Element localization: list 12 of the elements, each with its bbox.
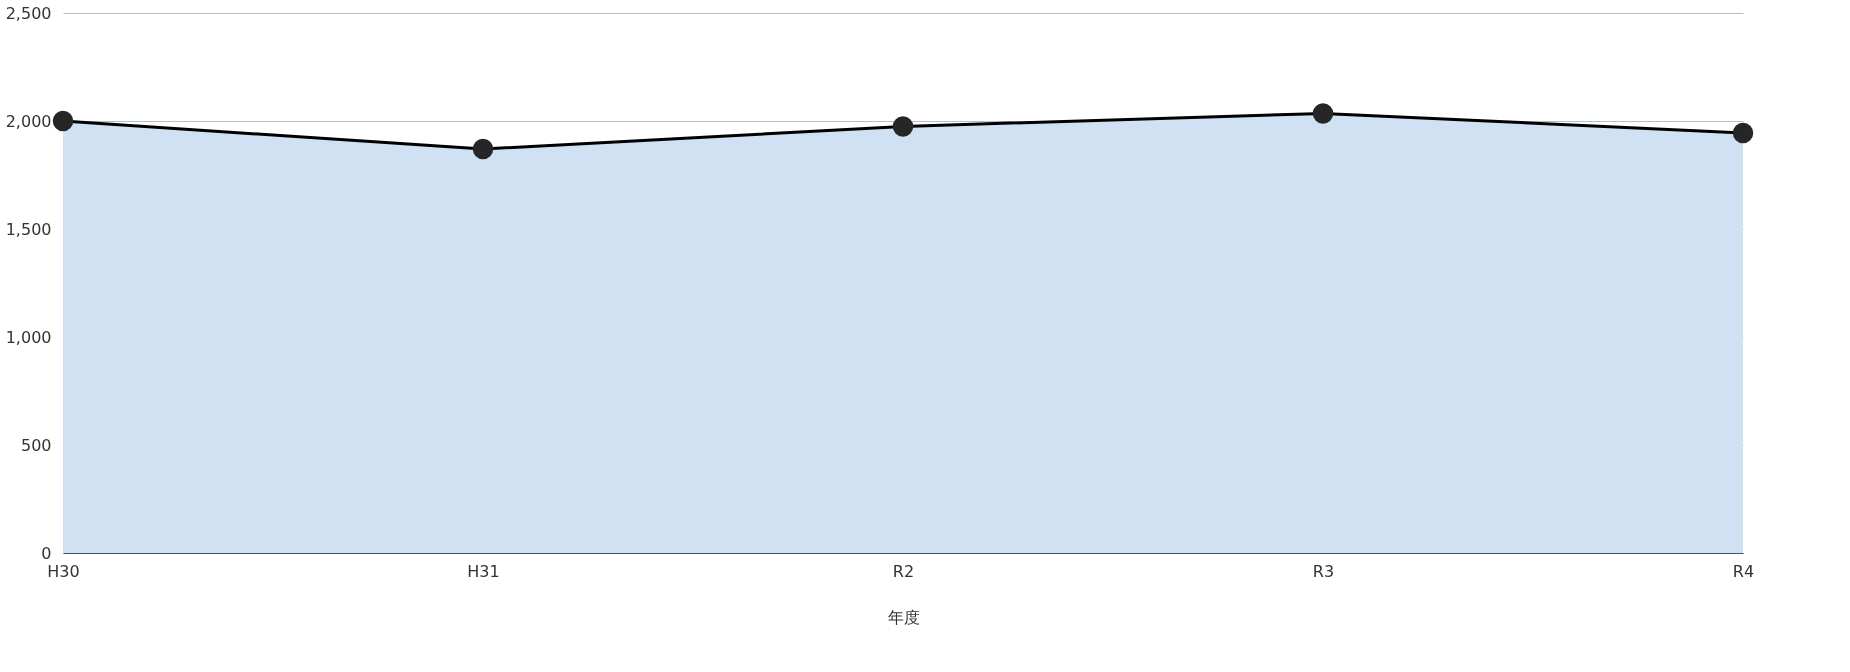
x-tick-label: R4 xyxy=(1732,561,1755,581)
x-tick-label: R3 xyxy=(1312,561,1335,581)
x-tick-label: R2 xyxy=(892,561,915,581)
y-tick-label: 0 xyxy=(41,543,52,563)
y-tick-label: 1,000 xyxy=(5,327,52,347)
y-tick-label: 2,000 xyxy=(5,111,52,131)
x-axis-title: 年度 xyxy=(887,607,920,627)
x-tick-label: H30 xyxy=(47,561,80,581)
y-tick-label: 1,500 xyxy=(5,219,52,239)
x-tick-label: H31 xyxy=(467,561,500,581)
y-tick-label: 2,500 xyxy=(5,3,52,23)
y-tick-label: 500 xyxy=(20,435,52,455)
